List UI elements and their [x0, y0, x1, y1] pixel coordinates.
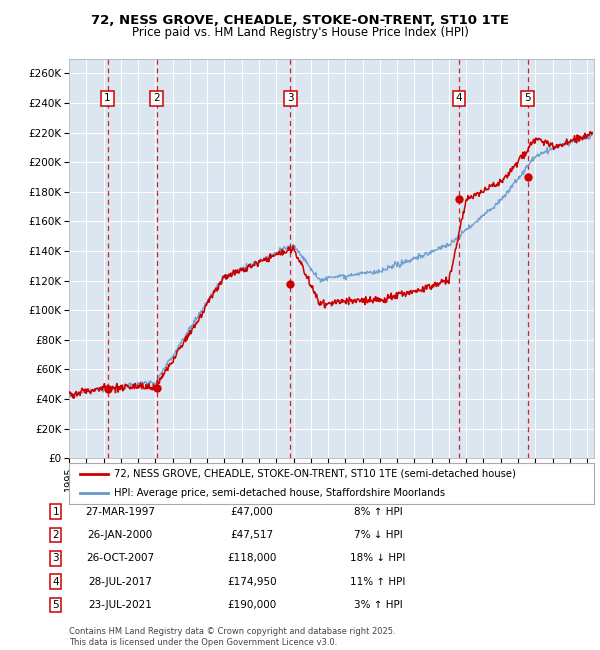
Text: 28-JUL-2017: 28-JUL-2017 [88, 577, 152, 587]
Text: Price paid vs. HM Land Registry's House Price Index (HPI): Price paid vs. HM Land Registry's House … [131, 26, 469, 39]
Text: £47,000: £47,000 [230, 506, 274, 517]
Text: 5: 5 [52, 600, 59, 610]
Text: 27-MAR-1997: 27-MAR-1997 [85, 506, 155, 517]
Text: 4: 4 [52, 577, 59, 587]
Text: 1: 1 [104, 94, 111, 103]
Text: £47,517: £47,517 [230, 530, 274, 540]
Text: 4: 4 [455, 94, 462, 103]
Text: 7% ↓ HPI: 7% ↓ HPI [353, 530, 403, 540]
Text: 11% ↑ HPI: 11% ↑ HPI [350, 577, 406, 587]
Text: 2: 2 [52, 530, 59, 540]
Text: 26-OCT-2007: 26-OCT-2007 [86, 553, 154, 564]
Text: 8% ↑ HPI: 8% ↑ HPI [353, 506, 403, 517]
Text: £118,000: £118,000 [227, 553, 277, 564]
Text: 72, NESS GROVE, CHEADLE, STOKE-ON-TRENT, ST10 1TE (semi-detached house): 72, NESS GROVE, CHEADLE, STOKE-ON-TRENT,… [113, 469, 515, 479]
Text: 23-JUL-2021: 23-JUL-2021 [88, 600, 152, 610]
Text: 3% ↑ HPI: 3% ↑ HPI [353, 600, 403, 610]
Text: £174,950: £174,950 [227, 577, 277, 587]
Text: 18% ↓ HPI: 18% ↓ HPI [350, 553, 406, 564]
Text: 72, NESS GROVE, CHEADLE, STOKE-ON-TRENT, ST10 1TE: 72, NESS GROVE, CHEADLE, STOKE-ON-TRENT,… [91, 14, 509, 27]
Text: 5: 5 [524, 94, 531, 103]
Text: HPI: Average price, semi-detached house, Staffordshire Moorlands: HPI: Average price, semi-detached house,… [113, 488, 445, 498]
Text: £190,000: £190,000 [227, 600, 277, 610]
Text: 1: 1 [52, 506, 59, 517]
Text: 3: 3 [52, 553, 59, 564]
Text: 2: 2 [153, 94, 160, 103]
Text: 3: 3 [287, 94, 294, 103]
Text: 26-JAN-2000: 26-JAN-2000 [88, 530, 152, 540]
Text: Contains HM Land Registry data © Crown copyright and database right 2025.
This d: Contains HM Land Registry data © Crown c… [69, 627, 395, 647]
